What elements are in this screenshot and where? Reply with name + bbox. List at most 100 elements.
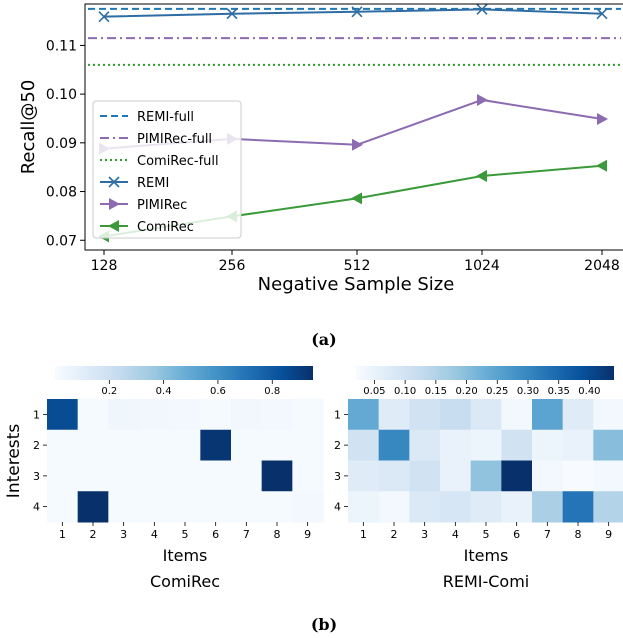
heatmap-cell	[231, 491, 263, 523]
y-tick-label: 4	[334, 501, 341, 514]
heatmap-cell	[593, 460, 623, 492]
heatmap-cell	[200, 491, 232, 523]
colorbar-tick-label: 0.30	[517, 386, 539, 397]
heatmap-cell	[562, 491, 594, 523]
heatmap-cell	[169, 429, 201, 461]
y-tick-label: 0.11	[46, 38, 77, 54]
heatmap-cell	[108, 429, 140, 461]
heatmap-cell	[378, 399, 410, 431]
x-tick-label: 6	[513, 528, 520, 541]
data-point-pimirec	[477, 93, 488, 106]
y-tick-label: 4	[33, 501, 40, 514]
y-tick-label: 3	[33, 470, 40, 483]
heatmap-xlabel: Items	[464, 546, 509, 565]
heatmap-cell	[593, 399, 623, 431]
heatmap-cell	[440, 491, 472, 523]
heatmap-remi-comi: 0.05 0.10 0.15 0.20 0.25 0.30 0.35 0.40 1 2 3 4 5 6 7 8…	[334, 366, 623, 591]
colorbar-tick-label: 0.20	[455, 386, 477, 397]
x-tick-label: 3	[421, 528, 428, 541]
colorbar	[55, 366, 313, 380]
colorbar-tick-label: 0.6	[210, 386, 226, 397]
y-tick-label: 3	[334, 470, 341, 483]
legend-label: PIMIRec	[137, 198, 187, 213]
heatmap-cell	[231, 460, 263, 492]
heatmap-cell	[108, 491, 140, 523]
heatmap-cell	[593, 491, 623, 523]
heatmap-cell	[470, 429, 502, 461]
heatmap-cell	[532, 460, 564, 492]
heatmap-cell	[47, 491, 79, 523]
heatmap-cell	[440, 429, 472, 461]
x-tick-label: 8	[274, 528, 281, 541]
data-point-remi	[476, 3, 488, 15]
heatmap-cell	[77, 429, 109, 461]
heatmap-cell	[378, 491, 410, 523]
heatmap-cell	[532, 491, 564, 523]
heatmap-cell	[470, 399, 502, 431]
heatmap-cell	[292, 429, 324, 461]
colorbar-tick-label: 0.4	[156, 386, 172, 397]
heatmap-cell	[261, 399, 293, 431]
data-point-comirec	[351, 192, 362, 205]
heatmap-cell	[562, 399, 594, 431]
heatmap-cell	[200, 429, 232, 461]
heatmap-cell	[409, 429, 441, 461]
caption-b: (b)	[311, 615, 337, 634]
heatmap-cell	[378, 429, 410, 461]
heatmap-cell	[261, 460, 293, 492]
y-tick-label: 1	[334, 408, 341, 421]
x-tick-label: 3	[120, 528, 127, 541]
heatmap-cell	[470, 491, 502, 523]
heatmap-cell	[77, 491, 109, 523]
x-tick-label: 2048	[584, 258, 620, 274]
heatmap-cell	[139, 429, 171, 461]
colorbar	[356, 366, 614, 380]
x-tick-label: 512	[344, 258, 371, 274]
y-tick-label: 0.07	[46, 233, 77, 249]
heatmap-cell	[139, 460, 171, 492]
y-tick-label: 0.09	[46, 136, 77, 152]
heatmap-cell	[532, 429, 564, 461]
heatmap-cell	[378, 460, 410, 492]
heatmap-cell	[47, 399, 79, 431]
heatmap-cell	[200, 399, 232, 431]
heatmap-cell	[593, 429, 623, 461]
x-tick-label: 1024	[464, 258, 500, 274]
heatmap-cell	[108, 460, 140, 492]
x-tick-label: 5	[182, 528, 189, 541]
heatmap-cell	[470, 460, 502, 492]
x-tick-label: 8	[575, 528, 582, 541]
x-tick-label: 7	[544, 528, 551, 541]
heatmap-cell	[440, 460, 472, 492]
data-point-pimirec	[597, 112, 608, 125]
heatmap-cell	[348, 491, 380, 523]
legend-marker	[108, 220, 119, 232]
heatmap-cell	[261, 491, 293, 523]
colorbar-tick-label: 0.25	[486, 386, 508, 397]
heatmap-cell	[231, 399, 263, 431]
heatmap-cell	[47, 460, 79, 492]
heatmap-cell	[440, 399, 472, 431]
heatmap-cell	[169, 399, 201, 431]
heatmap-cell	[562, 460, 594, 492]
data-point-comirec	[476, 169, 487, 182]
line-chart-xlabel: Negative Sample Size	[258, 274, 455, 295]
line-chart: 128 256 512 1024 2048 0.07 0.08 0.09 0.10 0.11 N…	[18, 3, 623, 295]
y-tick-label: 0.10	[46, 87, 77, 103]
heatmap-cell	[501, 491, 533, 523]
line-chart-legend: REMI-full PIMIRec-full ComiRec-full REMI PIM…	[92, 100, 242, 239]
heatmap-cell	[348, 460, 380, 492]
colorbar-tick-label: 0.35	[548, 386, 570, 397]
colorbar-tick-label: 0.05	[363, 386, 385, 397]
heatmap-xlabel: Items	[163, 546, 208, 565]
heatmap-cell	[501, 460, 533, 492]
heatmap-cell	[47, 429, 79, 461]
colorbar-tick-label: 0.15	[425, 386, 447, 397]
heatmap-cell	[261, 429, 293, 461]
heatmap-title: REMI-Comi	[443, 572, 530, 591]
data-point-remi	[351, 6, 363, 18]
legend-box	[92, 100, 242, 239]
heatmap-ylabel: Interests	[4, 424, 24, 499]
y-tick-label: 2	[334, 439, 341, 452]
